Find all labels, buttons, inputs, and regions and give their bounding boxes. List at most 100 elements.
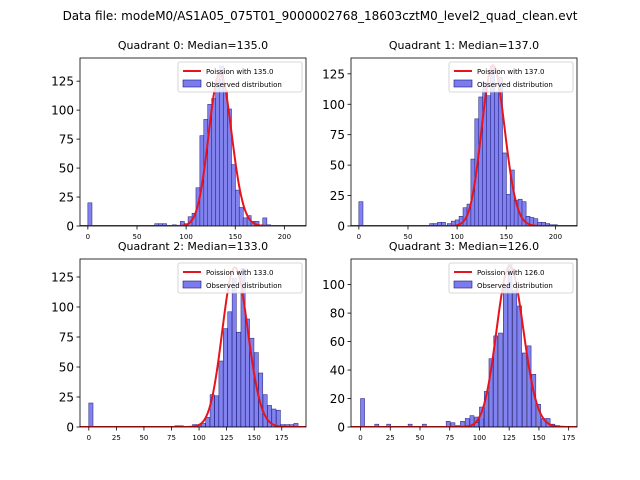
axes-frame <box>79 258 307 428</box>
y-tick-label: 80 <box>330 307 345 321</box>
y-tick-label: 0 <box>337 220 345 234</box>
legend-swatch-bar <box>453 280 473 289</box>
subplot-quadrant-0: Quadrant 0: Median=135.0 0 50 100 150 200 0 25 5… <box>51 39 307 241</box>
legend: Poission with 126.0 Observed distribution <box>448 262 574 294</box>
subplot-quadrant-3: Quadrant 3: Median=126.0 0 25 50 75 100 125 150… <box>322 240 578 442</box>
histogram-bar <box>231 164 236 226</box>
y-tick-label: 125 <box>51 75 74 89</box>
legend-label-observed: Observed distribution <box>477 81 553 89</box>
histogram-bar <box>235 189 240 226</box>
x-tick-label: 75 <box>167 434 176 442</box>
histogram-bar <box>360 398 365 427</box>
y-tick-label: 100 <box>51 301 74 315</box>
y-tick-label: 0 <box>66 220 74 234</box>
legend-swatch-bar <box>453 79 473 88</box>
x-tick-label: 150 <box>532 434 545 442</box>
histogram-bar <box>486 95 491 226</box>
legend-swatch-bar <box>182 280 202 289</box>
y-tick-label: 125 <box>51 271 74 285</box>
histogram-bar <box>218 360 224 427</box>
legend-box <box>177 61 303 93</box>
histogram-bar <box>87 202 93 226</box>
subplot-title: Quadrant 1: Median=137.0 <box>389 39 539 52</box>
histogram-bar <box>521 201 527 226</box>
x-tick-label: 100 <box>179 233 192 241</box>
y-tick-label: 20 <box>330 392 345 406</box>
y-tick-label: 75 <box>59 331 74 345</box>
x-tick-label: 50 <box>133 233 142 241</box>
subplot-title: Quadrant 3: Median=126.0 <box>389 240 539 253</box>
legend: Poission with 133.0 Observed distribution <box>177 262 303 294</box>
y-tick-label: 100 <box>51 104 74 118</box>
histogram-bar <box>223 328 228 427</box>
x-tick-label: 0 <box>86 233 90 241</box>
y-tick-label: 25 <box>59 191 74 205</box>
subplot-title: Quadrant 2: Median=133.0 <box>118 240 268 253</box>
histogram-bar <box>498 332 503 427</box>
histogram-bar <box>512 290 518 427</box>
legend-label-fit: Poission with 133.0 <box>206 269 274 277</box>
plot-area <box>80 65 306 226</box>
x-tick-label: 150 <box>247 434 260 442</box>
legend-box <box>177 262 303 294</box>
x-tick-label: 50 <box>404 233 413 241</box>
histogram-bar <box>407 423 413 427</box>
legend-label-fit: Poission with 135.0 <box>206 68 274 76</box>
histogram-bar <box>236 331 241 427</box>
x-tick-label: 150 <box>500 233 513 241</box>
y-tick-label: 25 <box>330 189 345 203</box>
figure-suptitle: Data file: modeM0/AS1A05_075T01_90000027… <box>63 9 578 23</box>
subplot-quadrant-1: Quadrant 1: Median=137.0 0 50 100 150 200 0 25 5… <box>322 39 578 241</box>
histogram-bar <box>275 409 281 427</box>
plot-area <box>351 64 577 226</box>
legend-label-observed: Observed distribution <box>206 81 282 89</box>
axes-frame <box>79 57 307 227</box>
x-tick-label: 0 <box>87 434 91 442</box>
histogram-bar <box>506 194 511 226</box>
histogram-bar <box>474 422 479 427</box>
histogram-bar <box>215 78 220 226</box>
y-tick-label: 75 <box>59 133 74 147</box>
x-tick-label: 175 <box>562 434 575 442</box>
y-tick-label: 100 <box>322 278 345 292</box>
x-tick-label: 0 <box>357 233 361 241</box>
y-tick-label: 100 <box>322 98 345 112</box>
x-tick-label: 25 <box>112 434 121 442</box>
plot-area <box>80 266 306 427</box>
x-tick-label: 50 <box>139 434 148 442</box>
legend-label-fit: Poission with 126.0 <box>477 269 545 277</box>
legend-box <box>448 61 574 93</box>
y-tick-label: 125 <box>322 67 345 81</box>
x-tick-label: 50 <box>416 434 425 442</box>
legend: Poission with 135.0 Observed distribution <box>177 61 303 93</box>
histogram-bar <box>242 217 248 226</box>
y-tick-label: 50 <box>330 159 345 173</box>
x-tick-label: 125 <box>220 434 233 442</box>
legend-label-observed: Observed distribution <box>206 282 282 290</box>
y-tick-label: 25 <box>59 391 74 405</box>
x-tick-label: 0 <box>358 434 362 442</box>
legend: Poission with 137.0 Observed distribution <box>448 61 574 93</box>
legend-label-fit: Poission with 137.0 <box>477 68 545 76</box>
x-tick-label: 150 <box>229 233 242 241</box>
x-tick-label: 100 <box>450 233 463 241</box>
subplot-quadrant-2: Quadrant 2: Median=133.0 0 25 50 75 100 125 150… <box>51 240 307 442</box>
y-tick-label: 75 <box>330 128 345 142</box>
histogram-bar <box>88 402 94 427</box>
histogram-bar <box>231 277 237 427</box>
legend-label-observed: Observed distribution <box>477 282 553 290</box>
histogram-bar <box>227 311 233 427</box>
histogram-bar <box>374 423 380 427</box>
subplot-title: Quadrant 0: Median=135.0 <box>118 39 268 52</box>
y-tick-label: 50 <box>59 162 74 176</box>
histogram-bar <box>464 418 470 427</box>
y-tick-label: 40 <box>330 364 345 378</box>
histogram-bar <box>223 90 228 226</box>
histogram-bar <box>450 422 456 427</box>
histogram-bar <box>522 352 527 427</box>
x-tick-label: 75 <box>445 434 454 442</box>
axes-frame <box>350 57 578 227</box>
histogram-bar <box>358 201 364 226</box>
x-tick-label: 200 <box>278 233 291 241</box>
